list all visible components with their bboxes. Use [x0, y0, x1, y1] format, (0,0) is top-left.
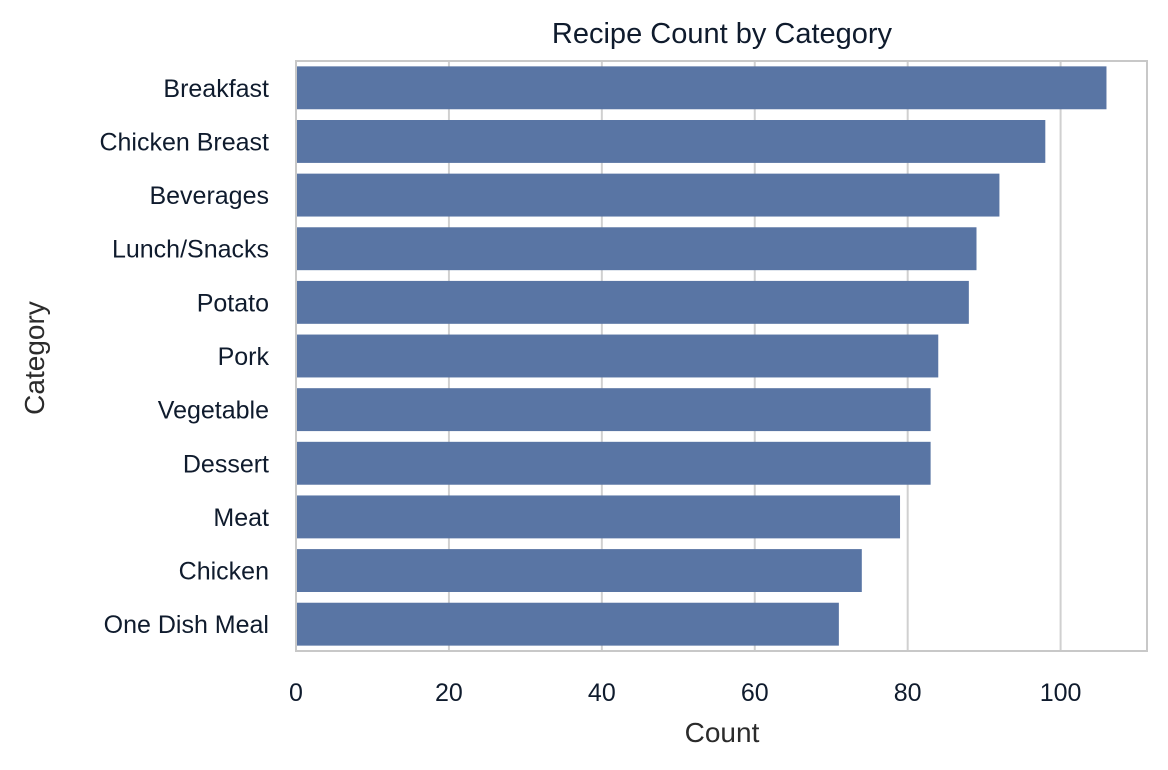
bar-2: [296, 173, 1000, 217]
bar-9: [296, 549, 862, 592]
y-tick-label-10: One Dish Meal: [104, 611, 269, 639]
x-tick-label-0: 0: [289, 679, 303, 707]
y-tick-label-5: Pork: [218, 343, 270, 371]
y-tick-label-6: Vegetable: [158, 397, 269, 425]
x-tick-label-4: 80: [894, 679, 922, 707]
y-tick-label-3: Lunch/Snacks: [112, 236, 269, 264]
bars: [296, 66, 1107, 646]
plot-frame: [295, 60, 1148, 652]
bar-4: [296, 280, 969, 324]
bar-0: [296, 66, 1107, 110]
x-tick-label-5: 100: [1040, 679, 1082, 707]
chart-title: Recipe Count by Category: [552, 18, 893, 50]
y-tick-labels: Breakfast Chicken Breast Beverages Lunch/Sn…: [99, 75, 269, 639]
y-tick-label-9: Chicken: [179, 558, 269, 586]
x-tick-labels: 0 20 40 60 80 100: [289, 679, 1081, 707]
y-tick-label-2: Beverages: [149, 182, 269, 210]
x-tick-label-3: 60: [741, 679, 769, 707]
y-tick-label-0: Breakfast: [163, 75, 269, 103]
bar-6: [296, 388, 931, 432]
y-axis-label: Category: [19, 301, 50, 415]
y-tick-label-7: Dessert: [183, 450, 269, 478]
y-tick-label-4: Potato: [197, 289, 269, 317]
x-axis-label: Count: [685, 717, 760, 748]
bar-5: [296, 334, 939, 378]
y-tick-label-1: Chicken Breast: [99, 128, 269, 156]
x-tick-label-1: 20: [435, 679, 463, 707]
bar-3: [296, 227, 977, 271]
bar-10: [296, 602, 839, 646]
bar-1: [296, 120, 1046, 163]
x-tick-label-2: 40: [588, 679, 616, 707]
bar-8: [296, 495, 901, 539]
bar-7: [296, 441, 931, 485]
y-tick-label-8: Meat: [213, 504, 269, 532]
